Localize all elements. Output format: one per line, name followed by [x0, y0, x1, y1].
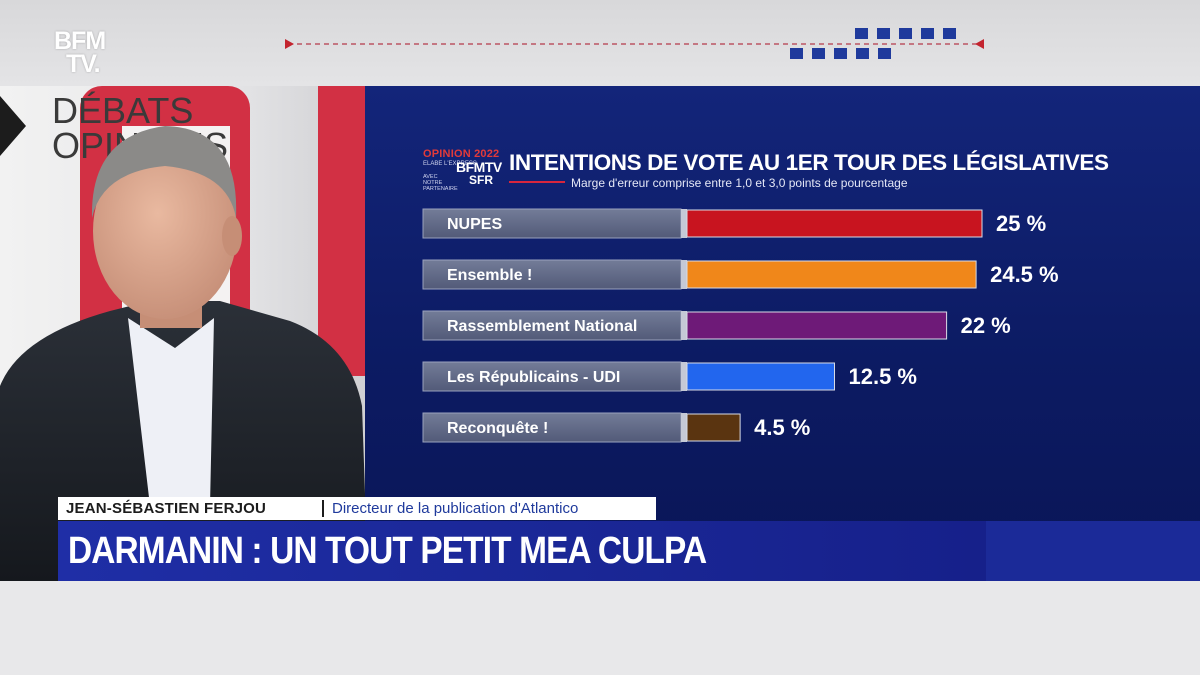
- bar: [686, 362, 835, 391]
- logo-line1: BFM: [54, 27, 106, 55]
- logo-line2: TV.: [66, 50, 101, 78]
- chart-title: INTENTIONS DE VOTE AU 1ER TOUR DES LÉGIS…: [509, 150, 1109, 175]
- category-box: [422, 412, 682, 443]
- title-underline: [509, 181, 565, 183]
- set-black-diamond: [0, 96, 26, 156]
- bar: [686, 209, 983, 238]
- presenter-face: [93, 143, 237, 319]
- headline-text: DARMANIN : UN TOUT PETIT MEA CULPA: [68, 530, 707, 572]
- category-label: Reconquête !: [447, 420, 548, 437]
- brand-elabe: ELABE L'EXPRESS: [423, 161, 477, 167]
- chart-header: OPINION 2022 ELABE L'EXPRESS BFMTV AVEC …: [423, 148, 1183, 194]
- poll-brand-block: OPINION 2022 ELABE L'EXPRESS BFMTV AVEC …: [423, 148, 505, 192]
- bar-base: [681, 311, 687, 340]
- presenter-ear: [222, 216, 242, 256]
- bar-row-ensemble: Ensemble ! 24.5 %: [422, 259, 1059, 290]
- category-box: [422, 361, 682, 392]
- speaker-name: JEAN-SÉBASTIEN FERJOU: [66, 500, 267, 517]
- bar-row-nupes: NUPES 25 %: [422, 208, 1046, 239]
- value-label: 22 %: [961, 313, 1011, 338]
- bar-row-reconquete: Reconquête ! 4.5 %: [422, 412, 810, 443]
- category-box: [422, 208, 682, 239]
- category-label: Les Républicains - UDI: [447, 369, 620, 386]
- bar: [686, 311, 948, 340]
- ticker-arrow-right: [975, 39, 984, 49]
- bar-row-rassemblement-national: Rassemblement National 22 %: [422, 310, 1011, 341]
- brand-partner: AVEC NOTRE PARTENAIRE: [423, 174, 458, 192]
- bar: [686, 413, 741, 442]
- chart-svg: NUPES 25 % Ensemble ! 24.5 % Rassemblement N…: [422, 208, 1059, 443]
- value-label: 4.5 %: [754, 415, 810, 440]
- chart-subtitle: Marge d'erreur comprise entre 1,0 et 3,0…: [571, 176, 908, 190]
- top-strip: BFM TV.: [0, 0, 1200, 86]
- chart-panel: NUPES 25 % Ensemble ! 24.5 % Rassemblement N…: [365, 86, 1200, 581]
- speaker-name-box: JEAN-SÉBASTIEN FERJOU Directeur de la pu…: [58, 497, 656, 520]
- category-label: NUPES: [447, 216, 502, 233]
- category-label: Ensemble !: [447, 267, 532, 284]
- category-box: [422, 310, 682, 341]
- brand-bfmtv: BFMTV: [456, 159, 502, 175]
- presenter-shirt: [128, 318, 214, 506]
- bar-base: [681, 362, 687, 391]
- category-label: Rassemblement National: [447, 318, 637, 335]
- ticker-squares: [790, 28, 956, 59]
- speaker-role: Directeur de la publication d'Atlantico: [332, 500, 579, 517]
- bfmtv-logo: BFM TV.: [54, 27, 118, 78]
- bar: [686, 260, 977, 289]
- set-red-panel-right: [318, 86, 368, 376]
- value-label: 12.5 %: [849, 364, 918, 389]
- ticker-decoration: [285, 28, 984, 59]
- value-label: 25 %: [996, 211, 1046, 236]
- brand-sfr: SFR: [469, 173, 493, 187]
- brand-opinion: OPINION 2022: [423, 148, 500, 160]
- presenter-hair: [91, 126, 237, 218]
- bar-base: [681, 209, 687, 238]
- bar-base: [681, 260, 687, 289]
- headline-banner: DARMANIN : UN TOUT PETIT MEA CULPA: [58, 521, 986, 581]
- category-box: [422, 259, 682, 290]
- value-label: 24.5 %: [990, 262, 1059, 287]
- bottom-strip: [0, 581, 1200, 675]
- bar-row-les-republicains-udi: Les Républicains - UDI 12.5 %: [422, 361, 918, 392]
- ticker-arrow-left: [285, 39, 294, 49]
- bar-base: [681, 413, 687, 442]
- set-text-line1: DÉBATS: [52, 90, 193, 131]
- headline-banner-tail: [986, 521, 1200, 581]
- speaker-separator: [322, 500, 324, 517]
